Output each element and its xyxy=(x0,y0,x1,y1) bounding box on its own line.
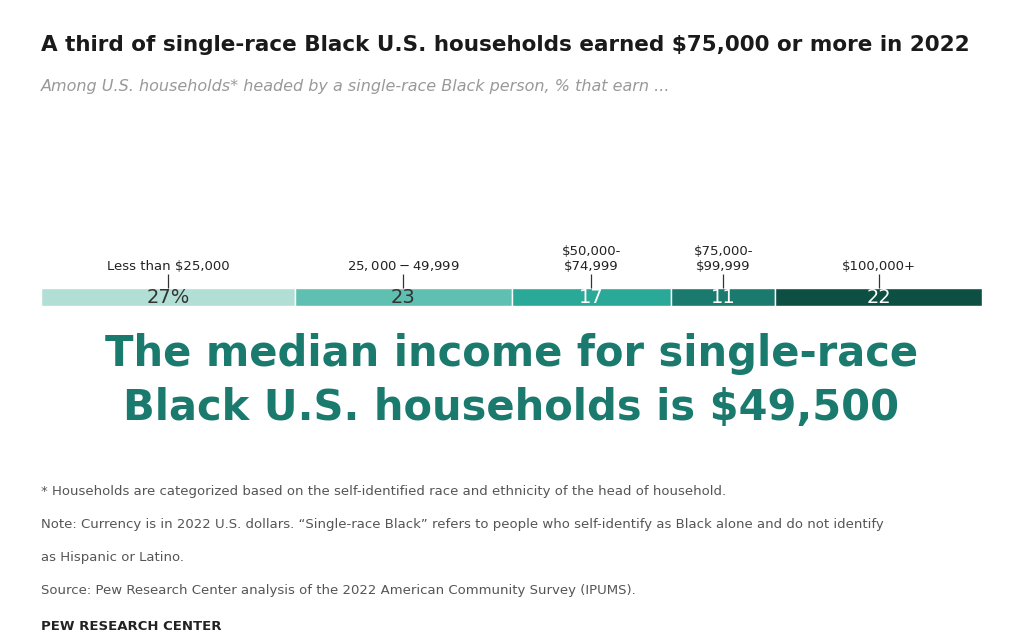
Text: $50,000-
$74,999: $50,000- $74,999 xyxy=(562,245,621,273)
Text: $100,000+: $100,000+ xyxy=(842,261,916,273)
Text: Less than $25,000: Less than $25,000 xyxy=(106,261,229,273)
Text: 27%: 27% xyxy=(146,288,189,307)
Text: Source: Pew Research Center analysis of the 2022 American Community Survey (IPUM: Source: Pew Research Center analysis of … xyxy=(41,584,635,597)
Text: Black U.S. households is $49,500: Black U.S. households is $49,500 xyxy=(124,387,899,429)
Text: Among U.S. households* headed by a single-race Black person, % that earn ...: Among U.S. households* headed by a singl… xyxy=(41,79,670,94)
Text: 17: 17 xyxy=(579,288,604,307)
Text: 11: 11 xyxy=(711,288,736,307)
Text: 23: 23 xyxy=(391,288,415,307)
Text: $25,000-$49,999: $25,000-$49,999 xyxy=(347,259,459,273)
Text: as Hispanic or Latino.: as Hispanic or Latino. xyxy=(41,551,184,564)
Text: * Households are categorized based on the self-identified race and ethnicity of : * Households are categorized based on th… xyxy=(41,485,726,498)
Bar xyxy=(295,288,512,306)
Text: The median income for single-race: The median income for single-race xyxy=(105,333,918,375)
Bar xyxy=(41,288,295,306)
Text: 22: 22 xyxy=(866,288,891,307)
Bar xyxy=(775,288,982,306)
Bar xyxy=(512,288,671,306)
Bar xyxy=(671,288,775,306)
Text: A third of single-race Black U.S. households earned $75,000 or more in 2022: A third of single-race Black U.S. househ… xyxy=(41,35,970,55)
Text: PEW RESEARCH CENTER: PEW RESEARCH CENTER xyxy=(41,620,221,633)
Text: Note: Currency is in 2022 U.S. dollars. “Single-race Black” refers to people who: Note: Currency is in 2022 U.S. dollars. … xyxy=(41,518,884,531)
Text: $75,000-
$99,999: $75,000- $99,999 xyxy=(694,245,753,273)
